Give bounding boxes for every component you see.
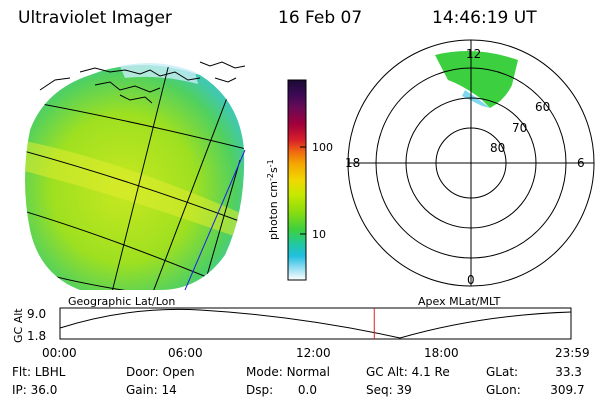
ip-info: IP: 36.0 [12, 383, 58, 397]
colorbar: 100 10 photon cm-2s-1 [266, 79, 333, 281]
dsp-info: Dsp: 0.0 [246, 383, 317, 397]
mlt-label-0: 0 [467, 273, 475, 287]
instrument-title: Ultraviolet Imager [18, 8, 172, 28]
xtick-18: 18:00 [424, 346, 459, 360]
xtick-12: 12:00 [296, 346, 331, 360]
mlat-label-70: 70 [512, 121, 527, 135]
observation-date: 16 Feb 07 [278, 8, 363, 28]
emission-band [25, 140, 245, 240]
polar-plot: 12 18 6 0 60 70 80 [345, 39, 595, 287]
mlt-label-6: 6 [577, 156, 585, 170]
xtick-06: 06:00 [168, 346, 203, 360]
apex-label: Apex MLat/MLT [418, 295, 501, 308]
xtick-00: 00:00 [42, 346, 77, 360]
ytick-1-8: 1.8 [27, 329, 46, 343]
colorbar-scale [287, 79, 307, 281]
colorbar-tick-label-100: 100 [312, 141, 333, 154]
geographic-label: Geographic Lat/Lon [68, 295, 175, 308]
colorbar-tick-label-10: 10 [312, 228, 326, 241]
timeline-ylabel: GC Alt [12, 308, 25, 343]
altitude-timeline: GC Alt 9.0 1.8 00:00 06:00 12:00 18:00 2… [12, 307, 590, 360]
gain-info: Gain: 14 [126, 383, 177, 397]
gc-alt-info: GC Alt: 4.1 Re [366, 365, 450, 379]
ytick-9: 9.0 [27, 307, 46, 321]
disc-edge-noise [120, 63, 198, 84]
door-info: Door: Open [126, 365, 195, 379]
polar-emission-edge [462, 90, 490, 108]
mlt-label-12: 12 [466, 47, 481, 61]
glat-info: GLat: 33.3 [486, 365, 582, 379]
polar-circles [347, 39, 595, 287]
filter-info: Flt: LBHL [12, 365, 66, 379]
glon-info: GLon: 309.7 [486, 383, 585, 397]
altitude-curve [59, 308, 572, 339]
coastline [39, 61, 246, 104]
xtick-2359: 23:59 [555, 346, 590, 360]
mode-info: Mode: Normal [246, 365, 330, 379]
mlat-label-80: 80 [490, 141, 505, 155]
geographic-map [25, 61, 246, 291]
terminator-line [184, 149, 246, 291]
mlat-label-60: 60 [535, 100, 550, 114]
polar-emission-region [435, 51, 518, 108]
seq-info: Seq: 39 [366, 383, 412, 397]
timeline-frame [59, 307, 572, 340]
mlt-label-18: 18 [345, 156, 360, 170]
observation-time: 14:46:19 UT [432, 8, 537, 28]
colorbar-unit-label: photon cm-2s-1 [266, 159, 280, 240]
